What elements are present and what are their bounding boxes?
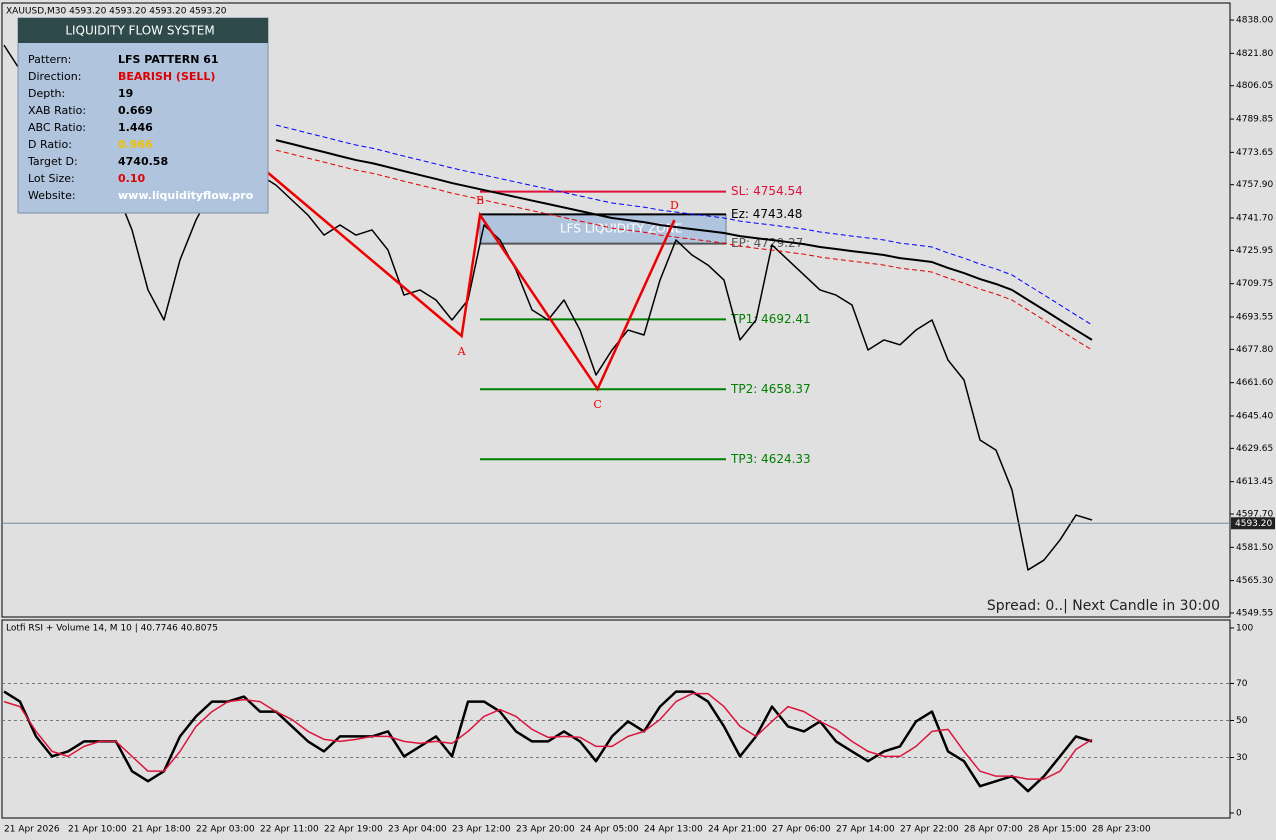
info-value: www.liquidityflow.pro — [118, 189, 254, 202]
level-label: Ez: 4743.48 — [731, 207, 802, 221]
y-tick-label: 4613.45 — [1236, 477, 1273, 487]
x-tick-label: 23 Apr 12:00 — [452, 825, 511, 835]
series-line — [3, 690, 1093, 793]
info-value: 0.10 — [118, 172, 145, 185]
pattern-label: D — [670, 199, 679, 212]
info-value: 19 — [118, 87, 133, 100]
info-value: LFS PATTERN 61 — [118, 53, 219, 66]
x-tick-label: 23 Apr 04:00 — [388, 825, 447, 835]
x-tick-label: 27 Apr 14:00 — [836, 825, 895, 835]
status-text: Spread: 0..| Next Candle in 30:00 — [987, 598, 1220, 614]
info-value: 0.966 — [118, 138, 153, 151]
x-tick-label: 21 Apr 2026 — [4, 825, 60, 835]
info-label: Depth: — [28, 87, 65, 100]
level-label: TP1: 4692.41 — [730, 312, 811, 326]
y-tick-label: 4597.70 — [1236, 510, 1273, 520]
series-line — [275, 124, 1093, 326]
pattern-label: B — [476, 194, 484, 207]
level-label: TP2: 4658.37 — [730, 382, 811, 396]
info-value: 4740.58 — [118, 155, 168, 168]
x-tick-label: 28 Apr 15:00 — [1028, 825, 1087, 835]
level-label: SL: 4754.54 — [731, 184, 803, 198]
x-tick-label: 22 Apr 19:00 — [324, 825, 383, 835]
y-tick-label: 4806.05 — [1236, 81, 1273, 91]
y-tick-label: 4549.55 — [1236, 608, 1273, 618]
level-label: EP: 4729.27 — [731, 236, 803, 250]
info-label: D Ratio: — [28, 138, 72, 151]
y-tick-label: 4838.00 — [1236, 16, 1273, 26]
y-tick-label: 4565.30 — [1236, 576, 1273, 586]
y-tick-label: 4661.60 — [1236, 378, 1273, 388]
info-label: Lot Size: — [28, 172, 75, 185]
info-value: 1.446 — [118, 121, 153, 134]
y-tick-label: 4789.85 — [1236, 115, 1273, 125]
info-label: XAB Ratio: — [28, 104, 86, 117]
x-tick-label: 22 Apr 11:00 — [260, 825, 319, 835]
series-line — [3, 44, 1093, 571]
x-tick-label: 27 Apr 06:00 — [772, 825, 831, 835]
y-tick-label: 4741.70 — [1236, 214, 1273, 224]
x-tick-label: 27 Apr 22:00 — [900, 825, 959, 835]
y-tick-label: 0 — [1236, 809, 1242, 819]
x-tick-label: 21 Apr 10:00 — [68, 825, 127, 835]
x-tick-label: 24 Apr 21:00 — [708, 825, 767, 835]
y-tick-label: 4677.80 — [1236, 345, 1273, 355]
level-label: TP3: 4624.33 — [730, 452, 811, 466]
info-value: 0.669 — [118, 104, 153, 117]
y-tick-label: 4629.65 — [1236, 444, 1273, 454]
pattern-line — [263, 169, 676, 392]
x-tick-label: 21 Apr 18:00 — [132, 825, 191, 835]
y-tick-label: 50 — [1236, 716, 1248, 726]
x-tick-label: 24 Apr 05:00 — [580, 825, 639, 835]
y-tick-label: 4773.65 — [1236, 148, 1273, 158]
pattern-label: A — [457, 345, 467, 358]
y-tick-label: 4821.80 — [1236, 49, 1273, 59]
x-tick-label: 28 Apr 07:00 — [964, 825, 1023, 835]
plot-frame — [1, 619, 1231, 819]
info-value: BEARISH (SELL) — [118, 70, 215, 83]
info-label: Pattern: — [28, 53, 71, 66]
series-line — [275, 139, 1093, 341]
x-tick-label: 22 Apr 03:00 — [196, 825, 255, 835]
y-tick-label: 70 — [1236, 679, 1248, 689]
x-tick-label: 24 Apr 13:00 — [644, 825, 703, 835]
info-panel-header — [18, 18, 268, 43]
y-tick-label: 4725.95 — [1236, 246, 1273, 256]
info-label: Website: — [28, 189, 76, 202]
zone-label: LFS LIQUIDITY ZONE — [560, 221, 682, 235]
info-label: ABC Ratio: — [28, 121, 86, 134]
y-tick-label: 4757.90 — [1236, 180, 1273, 190]
last-price-label: 4593.20 — [1235, 519, 1272, 529]
chart-title: Lotfi RSI + Volume 14, M 10 | 40.7746 40… — [6, 624, 218, 634]
series-line — [275, 149, 1093, 351]
x-tick-label: 23 Apr 20:00 — [516, 825, 575, 835]
y-tick-label: 30 — [1236, 753, 1248, 763]
pattern-label: C — [593, 398, 601, 411]
x-tick-label: 28 Apr 23:00 — [1092, 825, 1151, 835]
y-tick-label: 4709.75 — [1236, 279, 1273, 289]
y-tick-label: 4645.40 — [1236, 411, 1273, 421]
info-panel-title: LIQUIDITY FLOW SYSTEM — [65, 24, 214, 38]
info-label: Target D: — [27, 155, 78, 168]
info-label: Direction: — [28, 70, 81, 83]
y-tick-label: 100 — [1236, 623, 1253, 633]
y-tick-label: 4693.55 — [1236, 312, 1273, 322]
series-line — [3, 692, 1093, 780]
y-tick-label: 4581.50 — [1236, 543, 1273, 553]
last-price-box — [1231, 517, 1275, 530]
chart-title: XAUUSD,M30 4593.20 4593.20 4593.20 4593.… — [6, 7, 227, 17]
info-panel — [17, 17, 269, 214]
